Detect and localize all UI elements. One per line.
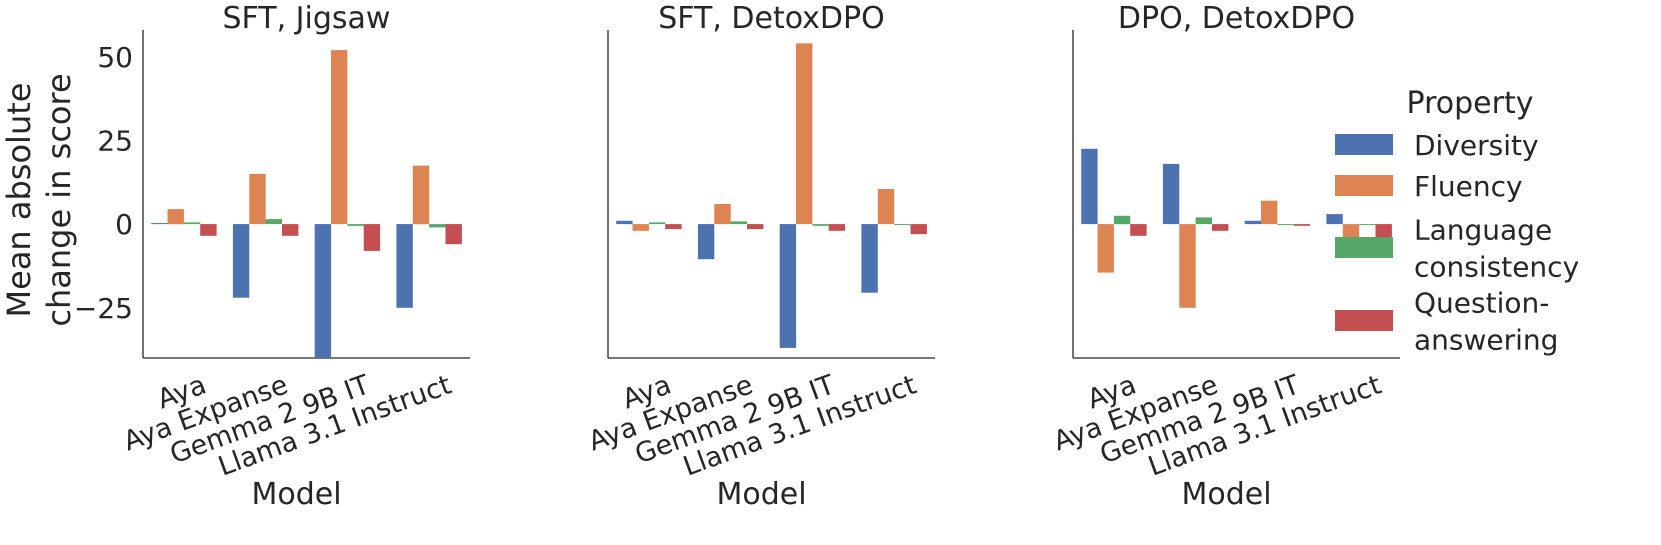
bar-question-answering-gemma-2-9b-it (1293, 224, 1311, 226)
legend-label-question-answering: answering (1414, 324, 1558, 357)
bar-diversity-llama-3-1-instruct (396, 224, 413, 308)
bar-language-consistency-gemma-2-9b-it (1277, 224, 1294, 226)
legend-label-language-consistency: Language (1414, 214, 1552, 247)
legend-swatch-diversity (1335, 134, 1393, 155)
bar-language-consistency-aya-expanse (265, 219, 282, 225)
bar-question-answering-aya (665, 224, 682, 230)
legend-swatch-language-consistency (1335, 237, 1393, 258)
y-axis-label-line: change in score (40, 73, 78, 326)
bar-question-answering-aya-expanse (1212, 224, 1229, 231)
bar-question-answering-gemma-2-9b-it (363, 224, 381, 251)
bar-fluency-gemma-2-9b-it (331, 50, 348, 225)
bar-fluency-gemma-2-9b-it (796, 43, 813, 225)
bar-diversity-aya (1081, 148, 1098, 225)
bar-language-consistency-gemma-2-9b-it (812, 224, 829, 226)
bar-diversity-aya-expanse (1162, 163, 1180, 225)
bar-language-consistency-gemma-2-9b-it (347, 224, 364, 226)
y-tick-label: 0 (115, 208, 133, 241)
bar-diversity-llama-3-1-instruct (1326, 214, 1343, 225)
legend-swatch-fluency (1335, 175, 1393, 196)
bar-diversity-gemma-2-9b-it (314, 224, 332, 358)
legend-title: Property (1407, 86, 1534, 121)
y-tick-label: −25 (74, 292, 133, 325)
bar-fluency-aya (632, 224, 649, 231)
bar-question-answering-aya (1130, 224, 1147, 236)
y-axis-label: Mean absolutechange in score (0, 73, 78, 326)
bar-diversity-gemma-2-9b-it (1244, 220, 1262, 225)
bar-language-consistency-llama-3-1-instruct (894, 224, 911, 226)
bar-diversity-aya (151, 223, 168, 225)
bar-diversity-gemma-2-9b-it (779, 224, 797, 348)
legend-swatch-question-answering (1335, 310, 1393, 331)
bar-question-answering-gemma-2-9b-it (828, 224, 846, 231)
x-axis-label: Model (716, 477, 806, 512)
bar-fluency-aya (167, 209, 184, 225)
y-tick-label: 25 (97, 124, 133, 157)
bar-fluency-aya (1097, 224, 1114, 273)
panel-title: SFT, Jigsaw (223, 1, 391, 36)
bar-fluency-aya-expanse (1179, 224, 1196, 308)
y-axis-label-line: Mean absolute (0, 83, 38, 318)
bar-language-consistency-aya (648, 222, 666, 225)
legend-label-language-consistency: consistency (1414, 251, 1579, 284)
bar-diversity-llama-3-1-instruct (861, 224, 878, 293)
bar-language-consistency-llama-3-1-instruct (1359, 224, 1376, 226)
panel-title: SFT, DetoxDPO (658, 1, 884, 36)
bar-fluency-gemma-2-9b-it (1261, 200, 1278, 225)
bar-fluency-llama-3-1-instruct (412, 165, 430, 225)
bar-fluency-llama-3-1-instruct (877, 189, 895, 225)
bar-question-answering-aya-expanse (747, 224, 764, 230)
bar-diversity-aya-expanse (697, 224, 715, 260)
legend-label-question-answering: Question- (1414, 287, 1549, 320)
legend-label-fluency: Fluency (1414, 170, 1523, 203)
bar-language-consistency-aya (1113, 215, 1131, 225)
bar-language-consistency-aya (183, 222, 201, 225)
x-axis-label: Model (251, 477, 341, 512)
panel-title: DPO, DetoxDPO (1118, 1, 1355, 36)
x-axis-label: Model (1181, 477, 1271, 512)
legend-label-diversity: Diversity (1414, 129, 1539, 162)
bar-language-consistency-aya-expanse (1195, 217, 1212, 225)
bar-question-answering-llama-3-1-instruct (445, 224, 462, 245)
bar-question-answering-aya (200, 224, 217, 236)
y-tick-label: 50 (97, 41, 133, 74)
bar-language-consistency-llama-3-1-instruct (429, 224, 446, 228)
bar-question-answering-aya-expanse (282, 224, 299, 236)
bar-fluency-aya-expanse (249, 173, 266, 225)
bar-diversity-aya (616, 220, 633, 225)
bar-fluency-aya-expanse (714, 204, 731, 225)
bar-diversity-aya-expanse (232, 224, 250, 298)
bar-language-consistency-aya-expanse (730, 221, 747, 225)
bar-question-answering-llama-3-1-instruct (910, 224, 927, 235)
